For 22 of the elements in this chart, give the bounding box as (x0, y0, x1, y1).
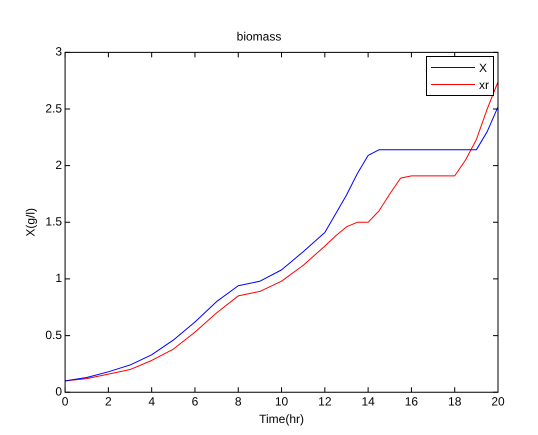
y-tick-label: 0 (55, 384, 62, 399)
x-tick-label: 8 (234, 394, 242, 409)
legend-label: xr (479, 78, 489, 92)
y-tick-label: 1.5 (45, 214, 62, 229)
y-tick-label: 2 (55, 158, 62, 172)
x-tick-label: 14 (361, 394, 376, 409)
legend-label: X (479, 60, 488, 75)
x-tick-label: 2 (105, 394, 112, 409)
x-axis-title: Time(hr) (259, 412, 304, 426)
x-tick-label: 6 (192, 394, 199, 409)
y-tick-label: 1 (55, 271, 62, 286)
y-tick-label: 3 (55, 44, 62, 59)
y-axis-title: X(g/l) (24, 208, 38, 237)
x-tick-label: 12 (318, 394, 332, 409)
x-tick-label: 10 (274, 394, 289, 409)
y-tick-label: 2.5 (45, 101, 62, 116)
x-tick-label: 16 (404, 394, 418, 409)
x-tick-label: 18 (448, 394, 462, 409)
y-tick-label: 0.5 (45, 328, 62, 342)
x-tick-label: 4 (148, 394, 156, 409)
x-tick-label: 20 (491, 394, 505, 409)
chart-title: biomass (236, 30, 282, 44)
